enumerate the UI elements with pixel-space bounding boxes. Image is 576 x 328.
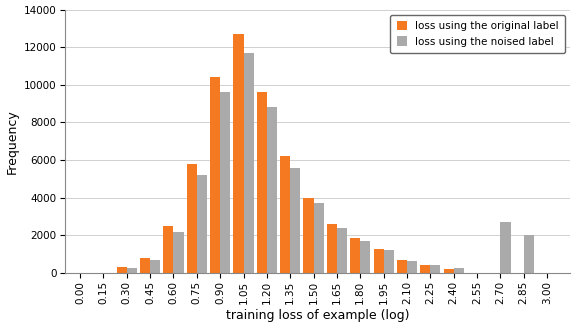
Bar (150, 260, 160, 273)
Bar (350, 238, 360, 273)
Bar (187, 164, 197, 273)
Bar (454, 268, 464, 273)
Bar (501, 222, 510, 273)
Bar (313, 203, 324, 273)
Bar (360, 241, 370, 273)
Bar (327, 224, 337, 273)
Bar (397, 260, 407, 273)
Bar (420, 265, 430, 273)
Bar (220, 92, 230, 273)
Bar (173, 232, 184, 273)
Bar (233, 34, 244, 273)
Bar (524, 236, 534, 273)
Bar (267, 107, 277, 273)
Bar (127, 268, 137, 273)
Bar (257, 92, 267, 273)
Bar (164, 226, 173, 273)
X-axis label: training loss of example (log): training loss of example (log) (226, 309, 409, 322)
Bar (384, 250, 394, 273)
Bar (280, 156, 290, 273)
Bar (117, 267, 127, 273)
Bar (430, 265, 441, 273)
Bar (304, 198, 313, 273)
Bar (373, 249, 384, 273)
Bar (444, 269, 454, 273)
Bar (337, 228, 347, 273)
Bar (244, 53, 253, 273)
Bar (197, 175, 207, 273)
Bar (407, 261, 417, 273)
Bar (290, 168, 300, 273)
Legend: loss using the original label, loss using the noised label: loss using the original label, loss usin… (391, 15, 565, 53)
Y-axis label: Frequency: Frequency (6, 109, 18, 174)
Bar (210, 77, 220, 273)
Bar (140, 258, 150, 273)
